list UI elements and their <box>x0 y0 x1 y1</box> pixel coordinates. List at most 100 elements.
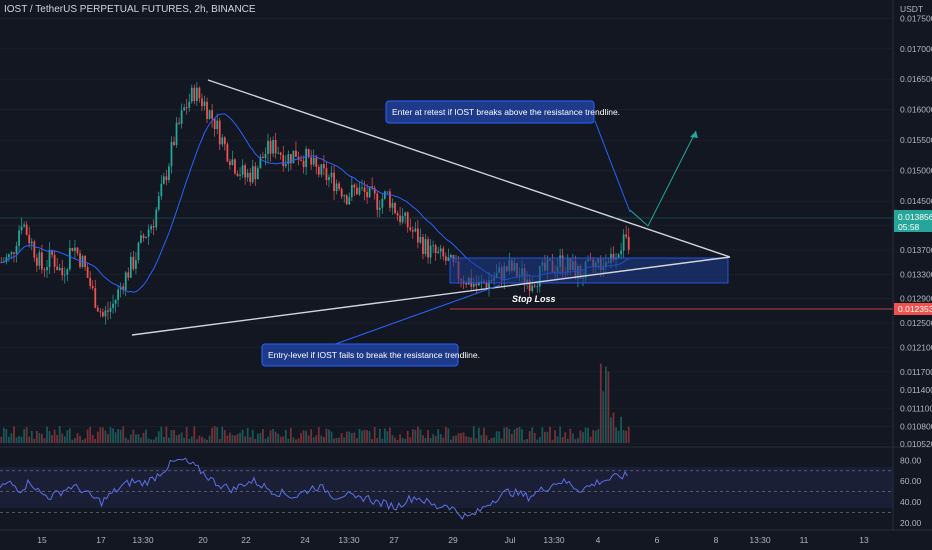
volume-bar <box>41 433 43 443</box>
volume-bar <box>295 439 297 443</box>
rsi-bands <box>0 470 893 513</box>
candle-body <box>383 191 386 199</box>
volume-bar <box>269 430 272 443</box>
candle-body <box>416 228 419 243</box>
price-tick-label: 0.011100 <box>900 403 932 413</box>
candle-body <box>79 253 81 267</box>
volume-bar <box>117 429 120 443</box>
price-tick-label: 0.016000 <box>900 105 932 115</box>
volume-bar <box>229 432 231 443</box>
volume-bar <box>150 439 153 443</box>
volume-bar <box>510 434 513 443</box>
price-tick-label: 0.015000 <box>900 166 932 176</box>
price-tick-label: 0.015500 <box>900 135 932 145</box>
volume-bar <box>277 433 280 443</box>
rsi-tick-label: 40.00 <box>900 497 922 507</box>
candle-body <box>295 150 297 157</box>
candle-body <box>150 226 153 230</box>
volume-bar <box>472 426 475 443</box>
volume-bar <box>389 427 391 443</box>
candle-body <box>475 283 478 286</box>
candle-body <box>353 184 356 188</box>
volume-bar <box>401 437 404 443</box>
volume-bar <box>414 429 417 443</box>
candle-body <box>168 166 170 181</box>
volume-bar <box>305 430 307 443</box>
candle-body <box>244 165 247 178</box>
rsi-tick-label: 20.00 <box>900 518 922 528</box>
volume-bar <box>160 426 163 443</box>
candle-body <box>450 255 452 258</box>
candle-body <box>234 159 236 174</box>
candle-body <box>406 212 409 228</box>
candle-body <box>310 157 313 165</box>
volume-bar <box>142 432 145 443</box>
candle-body <box>414 228 417 232</box>
volume-bar <box>246 427 249 443</box>
candle-body <box>137 242 140 261</box>
candle-body <box>43 269 46 271</box>
volume-bar <box>493 437 495 443</box>
candle-body <box>376 193 379 210</box>
candle-body <box>48 249 51 268</box>
volume-bar <box>264 438 267 443</box>
volume-bar <box>74 437 76 443</box>
candle-body <box>223 137 226 145</box>
volume-bar <box>63 436 66 443</box>
volume-bar <box>386 431 389 443</box>
candle-body <box>112 303 114 308</box>
candle-body <box>350 184 353 198</box>
volume-bar <box>439 434 442 443</box>
candle-body <box>444 256 447 261</box>
candle-body <box>323 164 325 169</box>
volume-bar <box>536 439 539 443</box>
time-tick-label: 11 <box>800 535 809 545</box>
volume-bar <box>218 439 221 443</box>
volume-bar <box>292 437 295 443</box>
candle-body <box>472 283 475 287</box>
candle-body <box>363 187 366 192</box>
upper-note-text: Enter at retest if IOST breaks above the… <box>392 107 620 117</box>
entry-zone <box>449 257 729 284</box>
candle-body <box>627 236 630 250</box>
candle-body <box>8 254 10 258</box>
volume-bar <box>48 431 51 443</box>
time-tick-label: 29 <box>448 535 458 545</box>
volume-bar <box>455 435 457 443</box>
volume-bar <box>190 436 193 443</box>
candle-body <box>279 152 282 155</box>
candle-body <box>211 110 214 119</box>
volume-bar <box>51 434 53 443</box>
candle-body <box>201 98 203 107</box>
candle-body <box>289 154 292 164</box>
price-tick-label: 0.012900 <box>900 294 932 304</box>
volume-bar <box>577 437 579 443</box>
price-tick-label: 0.012100 <box>900 342 932 352</box>
volume-bar <box>564 432 567 443</box>
volume-bar <box>18 436 20 443</box>
volume-bar <box>279 436 282 443</box>
candle-body <box>262 156 264 159</box>
volume-bar <box>249 436 252 443</box>
volume-bar <box>129 434 132 443</box>
volume-bar <box>452 435 455 443</box>
volume-bar <box>467 437 470 443</box>
candle-body <box>488 280 490 288</box>
volume-bar <box>302 430 305 443</box>
candle-body <box>56 266 59 271</box>
candle-body <box>373 187 376 194</box>
candle-body <box>61 267 64 276</box>
candle-body <box>122 286 125 290</box>
volume-bar <box>406 431 409 443</box>
volume-bar <box>10 433 13 443</box>
volume-bar <box>442 437 445 443</box>
volume-bar <box>551 439 554 443</box>
volume-bar <box>168 437 170 443</box>
volume-bar <box>122 426 125 443</box>
candle-body <box>307 148 310 158</box>
candle-body <box>378 207 381 210</box>
volume-bar <box>556 436 559 443</box>
volume-bar <box>368 431 371 443</box>
volume-bar <box>96 431 99 443</box>
volume-bar <box>23 429 26 443</box>
